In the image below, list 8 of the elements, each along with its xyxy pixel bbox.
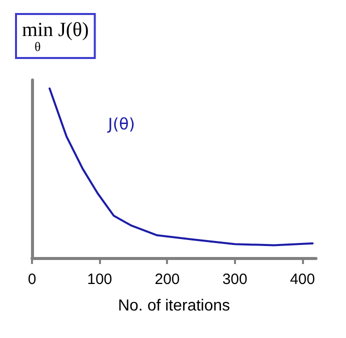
x-tick-label: 200 — [154, 271, 180, 288]
x-tick-label: 0 — [28, 271, 36, 288]
chart-title: minθ J(θ) — [22, 19, 89, 54]
x-tick-label: 300 — [222, 271, 248, 288]
x-tick-label: 400 — [290, 271, 315, 288]
text: J(θ) — [107, 114, 135, 134]
x-tick-label: 100 — [87, 271, 112, 288]
x-axis-title: No. of iterations — [118, 298, 230, 314]
